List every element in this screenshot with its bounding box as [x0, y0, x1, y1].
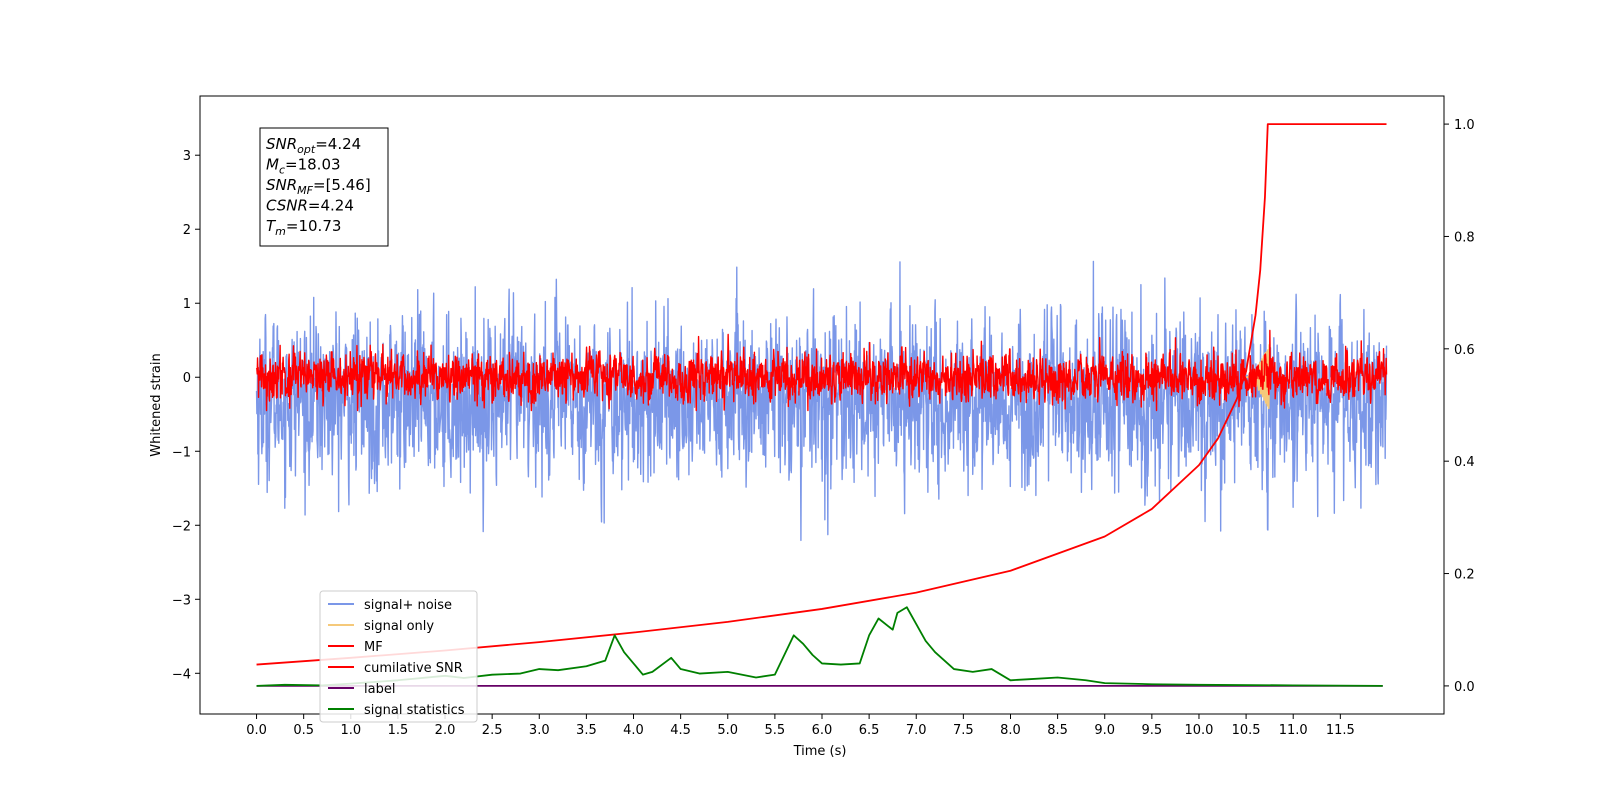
x-tick-label: 7.5 [953, 723, 974, 738]
legend: signal+ noise signal only MF cumilative SNR… [319, 590, 478, 723]
x-tick-label: 9.0 [1094, 723, 1115, 738]
annotation-sub: c [279, 164, 285, 177]
series-line-6 [256, 606, 1383, 687]
annotation-value: =10.73 [286, 217, 342, 235]
series-line-4 [256, 123, 1387, 666]
series-line-1 [255, 260, 1388, 542]
annotation-frame [259, 127, 389, 247]
y-axis-right: 0.0 0.2 0.4 0.6 0.8 1.0 [1444, 118, 1475, 695]
annotation-value: =4.24 [315, 135, 361, 153]
x-tick-label: 4.5 [670, 723, 691, 738]
annotation-var: T [266, 217, 277, 235]
x-tick-label: 8.5 [1047, 723, 1068, 738]
legend-entry: signal+ noise [364, 598, 452, 613]
y2-tick-label: 1.0 [1454, 118, 1475, 133]
x-tick-label: 6.0 [812, 723, 833, 738]
annotation-sub: MF [297, 184, 313, 197]
x-tick-label: 3.0 [529, 723, 550, 738]
y2-tick-label: 0.0 [1454, 680, 1475, 695]
legend-frame [319, 590, 478, 723]
legend-entry: cumilative SNR [364, 661, 463, 676]
y-tick-label: 3 [183, 149, 191, 164]
y-tick-label: 1 [183, 297, 191, 312]
annotation-sub: opt [297, 143, 316, 156]
x-tick-label: 10.0 [1184, 723, 1213, 738]
annotation-value: =[5.46] [313, 176, 371, 194]
x-tick-label: 1.0 [340, 723, 361, 738]
y-tick-label: −4 [172, 667, 191, 682]
x-tick-label: 0.5 [293, 723, 314, 738]
x-tick-label: 7.0 [906, 723, 927, 738]
x-axis: 0.0 0.5 1.0 1.5 2.0 2.5 3.0 3.5 4.0 4.5 5.0 5.5 6.0 6… [246, 714, 1355, 738]
y-axis-left: −4 −3 −2 −1 0 1 2 3 [172, 149, 200, 682]
annotation-line: Tm=10.73 [266, 217, 341, 238]
x-tick-label: 10.5 [1232, 723, 1261, 738]
x-tick-label: 9.5 [1142, 723, 1163, 738]
x-tick-label: 5.0 [717, 723, 738, 738]
annotation-line: Mc=18.03 [266, 156, 341, 177]
annotation-line: CSNR=4.24 [266, 197, 354, 215]
annotation-var: CSNR [266, 197, 308, 215]
legend-entry: signal statistics [364, 703, 465, 718]
annotation-line: SNRopt=4.24 [266, 135, 361, 156]
y2-tick-label: 0.6 [1454, 343, 1475, 358]
x-tick-label: 5.5 [765, 723, 786, 738]
x-tick-label: 2.0 [435, 723, 456, 738]
annotation-line: SNRMF=[5.46] [266, 176, 371, 197]
legend-entry: MF [364, 640, 383, 655]
annotation-var: SNR [266, 135, 297, 153]
y2-tick-label: 0.2 [1454, 568, 1475, 583]
x-tick-label: 4.0 [623, 723, 644, 738]
x-tick-label: 8.0 [1000, 723, 1021, 738]
x-tick-label: 1.5 [388, 723, 409, 738]
series-line-3 [255, 329, 1388, 412]
annotation-box: SNRopt=4.24Mc=18.03SNRMF=[5.46]CSNR=4.24… [259, 127, 389, 247]
x-tick-label: 11.5 [1326, 723, 1355, 738]
y-tick-label: −2 [172, 519, 191, 534]
y-axis-label: Whitened strain [149, 353, 164, 456]
x-axis-label: Time (s) [793, 744, 847, 759]
y2-tick-label: 0.4 [1454, 455, 1475, 470]
x-tick-label: 11.0 [1279, 723, 1308, 738]
x-tick-label: 0.0 [246, 723, 267, 738]
y-tick-label: −3 [172, 593, 191, 608]
x-tick-label: 6.5 [859, 723, 880, 738]
y-tick-label: −1 [172, 445, 191, 460]
annotation-sub: m [275, 225, 286, 238]
x-tick-label: 2.5 [482, 723, 503, 738]
legend-entry: label [364, 682, 395, 697]
annotation-var: M [266, 156, 279, 174]
annotation-var: SNR [266, 176, 297, 194]
y-tick-label: 0 [183, 371, 191, 386]
annotation-value: =4.24 [308, 197, 354, 215]
annotation-value: =18.03 [285, 156, 341, 174]
x-tick-label: 3.5 [576, 723, 597, 738]
y2-tick-label: 0.8 [1454, 230, 1475, 245]
y-tick-label: 2 [183, 223, 191, 238]
legend-entry: signal only [364, 619, 434, 634]
